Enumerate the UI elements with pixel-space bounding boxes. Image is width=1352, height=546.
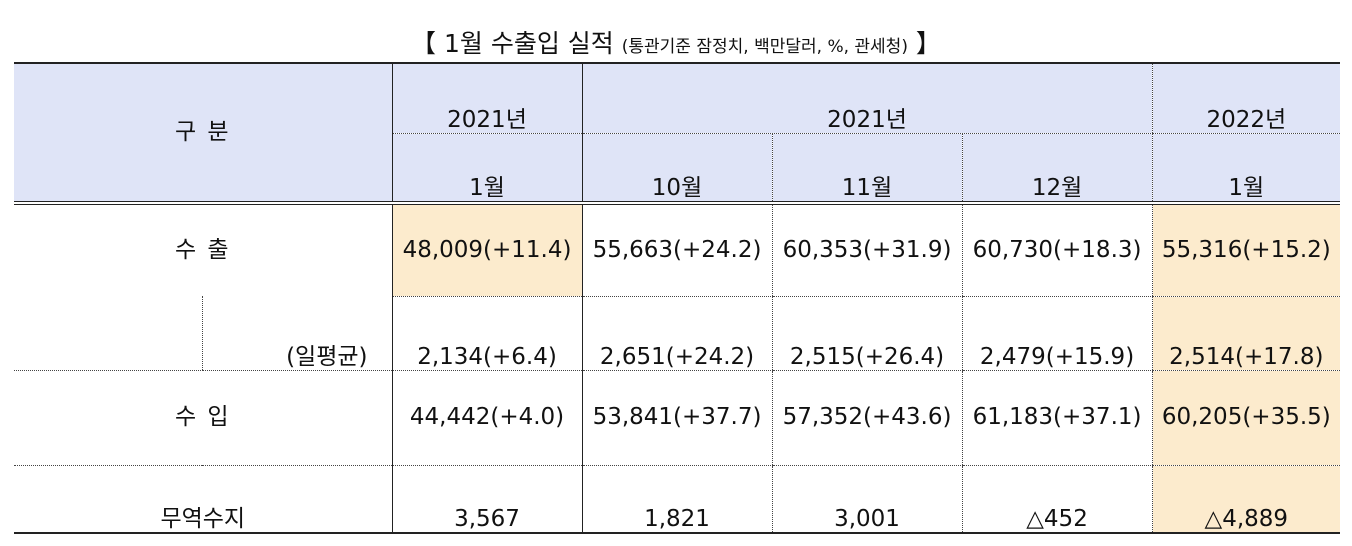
table-cell: 3,001: [771, 465, 963, 533]
caption-sub: (통관기준 잠정치, 백만달러, %, 관세청): [621, 37, 908, 57]
trade-table: 구 분 2021년 2021년 2022년 1월 10월 11월 12월 1월 …: [14, 62, 1341, 534]
header-month: 1월: [391, 133, 583, 203]
row-label-import: 수 입: [14, 370, 393, 466]
caption-main: 【 1월 수출입 실적: [411, 29, 614, 58]
header-year-2021: 2021년: [581, 63, 1153, 134]
table-cell: 61,183(+37.1): [961, 370, 1153, 466]
table-cell: 55,316(+15.2): [1151, 203, 1341, 297]
table-cell: 55,663(+24.2): [581, 203, 773, 297]
caption-end: 】: [915, 29, 941, 58]
table-cell: 60,205(+35.5): [1151, 370, 1341, 466]
header-month: 10월: [581, 133, 773, 203]
table-cell: 2,134(+6.4): [391, 296, 583, 371]
table-cell: 2,651(+24.2): [581, 296, 773, 371]
table-caption: 【 1월 수출입 실적 (통관기준 잠정치, 백만달러, %, 관세청) 】: [0, 26, 1352, 65]
table-cell: 2,515(+26.4): [771, 296, 963, 371]
header-category: 구 분: [14, 63, 393, 205]
header-month: 11월: [771, 133, 963, 203]
table-cell: 3,567: [391, 465, 583, 533]
header-month: 12월: [961, 133, 1153, 203]
table-cell: 60,353(+31.9): [771, 203, 963, 297]
table-cell: 48,009(+11.4): [391, 203, 583, 297]
table-cell: 1,821: [581, 465, 773, 533]
table-cell: 53,841(+37.7): [581, 370, 773, 466]
header-year-2022: 2022년: [1151, 63, 1341, 134]
row-label-trade-balance: 무역수지: [160, 506, 246, 532]
row-label-export: 수 출: [174, 237, 231, 263]
table-cell: △4,889: [1151, 465, 1341, 533]
table-cell: △452: [961, 465, 1153, 533]
table-cell: 2,479(+15.9): [961, 296, 1153, 371]
table-cell: 60,730(+18.3): [961, 203, 1153, 297]
table-cell: 2,514(+17.8): [1151, 296, 1341, 371]
row-label-daily-average: (일평균): [201, 296, 393, 371]
header-year-2021-left: 2021년: [391, 63, 583, 134]
empty-cell: [14, 296, 202, 371]
table-cell: 44,442(+4.0): [391, 370, 583, 466]
table-cell: 57,352(+43.6): [771, 370, 963, 466]
header-month: 1월: [1151, 133, 1341, 203]
